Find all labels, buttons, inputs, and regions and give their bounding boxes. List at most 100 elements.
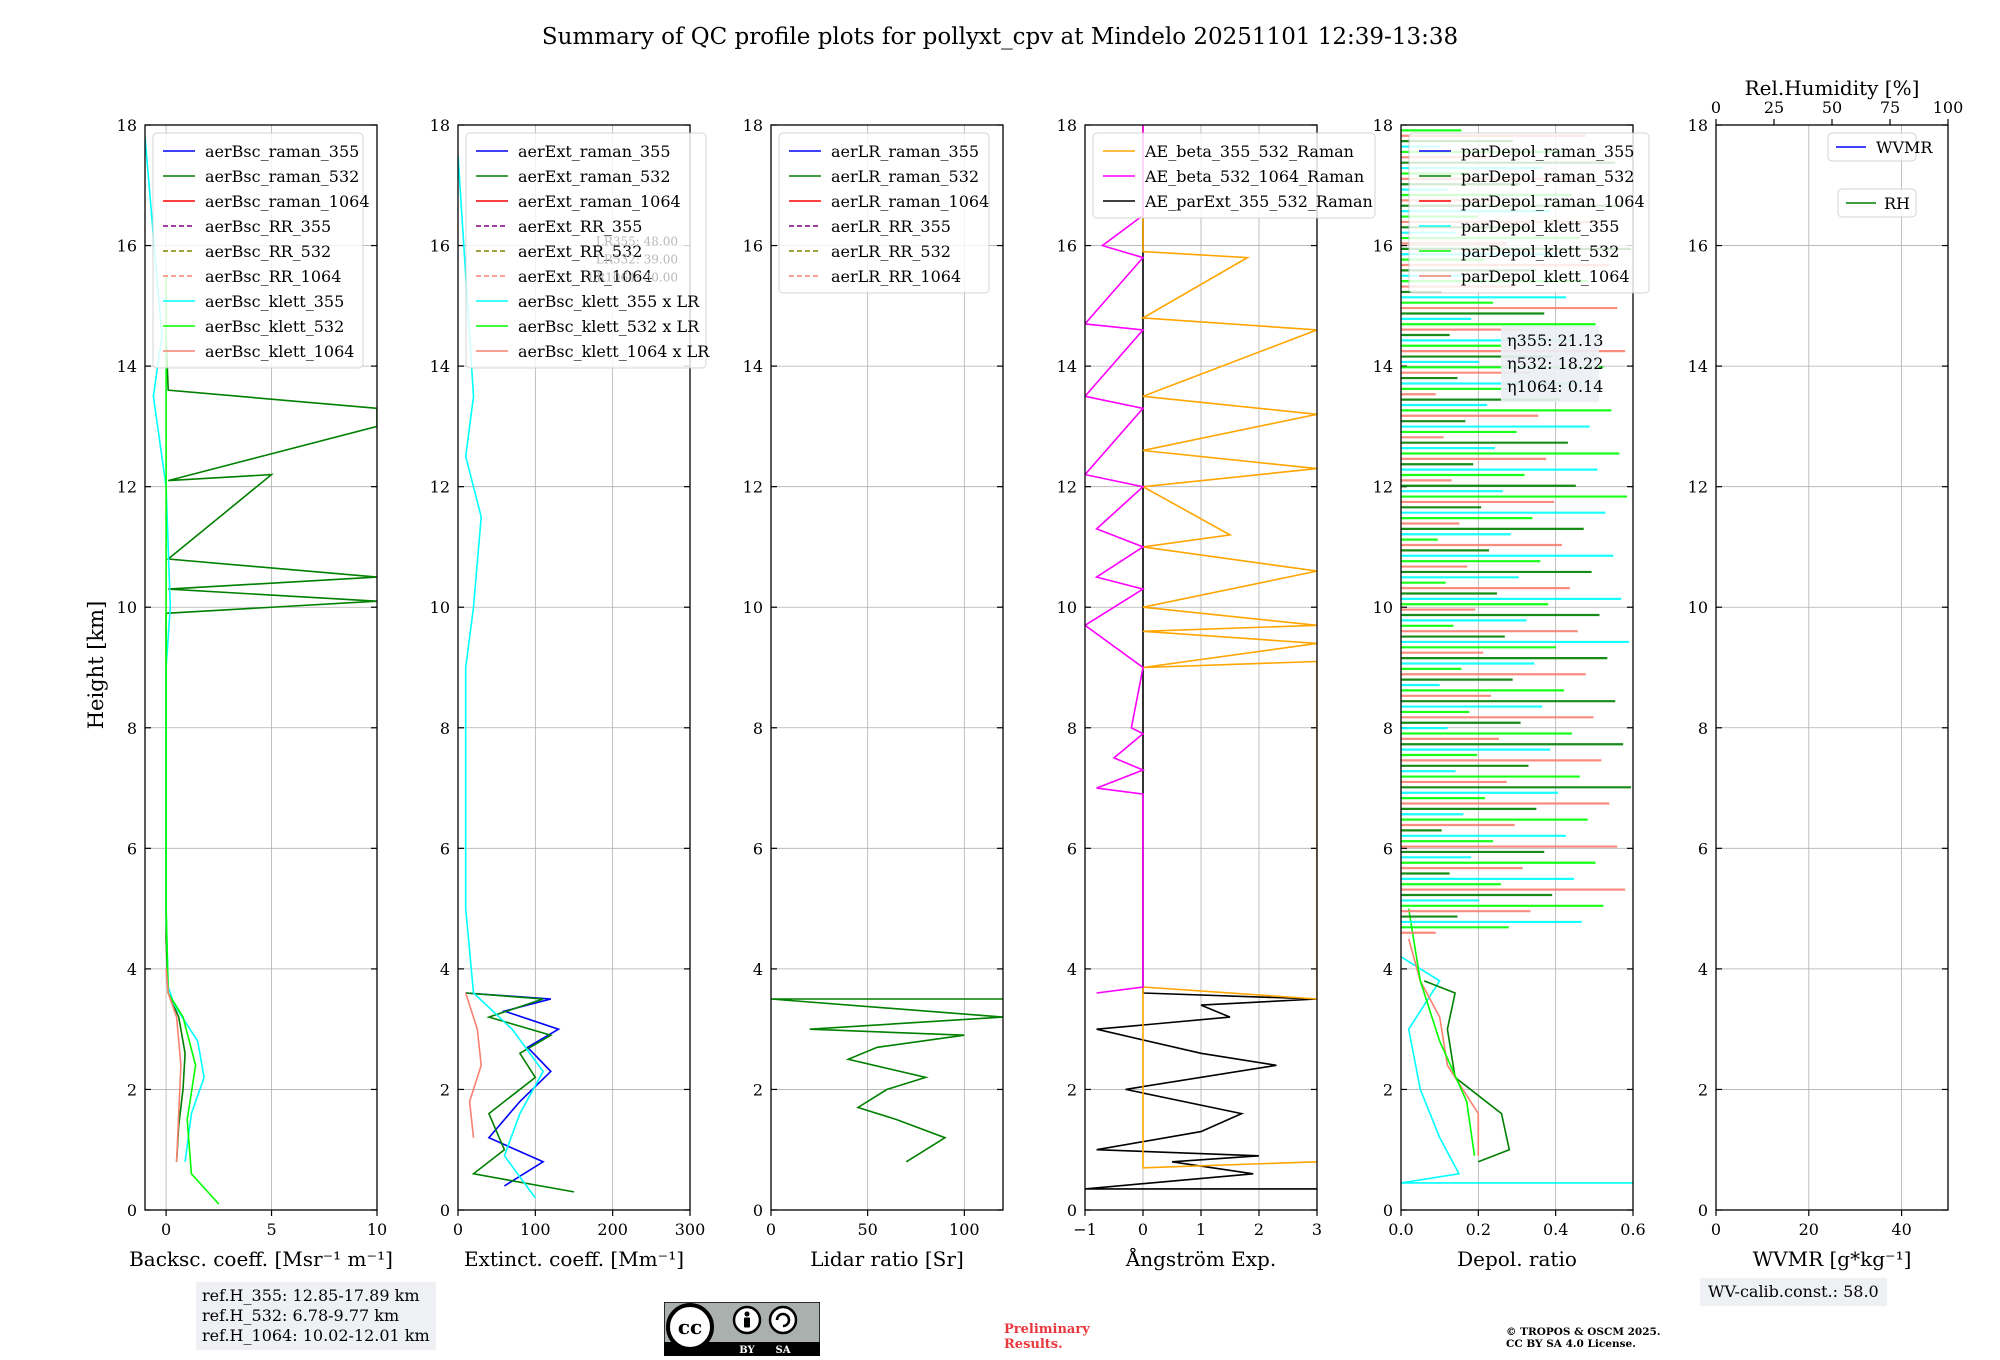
sa-share-arrow xyxy=(775,1312,791,1328)
series-line-aerBsc_raman_532 xyxy=(165,335,377,1162)
legend-entry: aerLR_raman_1064 xyxy=(831,192,989,211)
x-tick-label: 20 xyxy=(1799,1220,1819,1239)
series-line-aerBsc_klett_355 x LR xyxy=(458,155,545,1199)
y-tick-label: 4 xyxy=(753,960,763,979)
top-axis-label: Rel.Humidity [%] xyxy=(1745,76,1920,100)
x-tick-label: 5 xyxy=(266,1220,276,1239)
top-x-tick-label: 50 xyxy=(1822,98,1842,117)
y-tick-label: 8 xyxy=(753,719,763,738)
x-axis-label: WVMR [g*kg⁻¹] xyxy=(1753,1247,1912,1271)
y-tick-label: 16 xyxy=(430,237,450,256)
axes-frame xyxy=(457,124,691,1211)
x-axis-label: Depol. ratio xyxy=(1457,1247,1577,1271)
series-line-aerBsc_klett_1064 xyxy=(165,968,182,1162)
y-tick-label: 6 xyxy=(753,839,763,858)
series-line-aerBsc_klett_1064 x LR xyxy=(464,992,483,1138)
cc-icon xyxy=(666,1303,714,1351)
y-tick-label: 12 xyxy=(743,478,763,497)
eta-note: η532: 18.22 xyxy=(1507,354,1603,373)
y-tick-label: 2 xyxy=(1698,1080,1708,1099)
panel-extinction: 0 2 4 6 8 10 12 14 16 18 0 100 200 300 Extinct. coeff.… xyxy=(430,116,711,1271)
legend-entry: aerExt_RR_355 xyxy=(518,217,642,236)
lidar-ratio-note: LR1064: 30.00 xyxy=(588,271,678,285)
axes-frame xyxy=(770,124,1004,1211)
legend-box xyxy=(465,132,707,369)
by-person-body xyxy=(744,1317,750,1328)
y-tick-label: 18 xyxy=(117,116,137,135)
y-tick-label: 4 xyxy=(440,960,450,979)
y-tick-label: 16 xyxy=(743,237,763,256)
copyright-line-1: © TROPOS & OSCM 2025. xyxy=(1506,1326,1661,1338)
legend-entry: aerBsc_RR_355 xyxy=(205,217,331,236)
legend-box xyxy=(1408,132,1650,294)
legend-entry: aerBsc_klett_1064 xyxy=(205,342,354,361)
axes-frame xyxy=(144,124,378,1211)
axes-frame xyxy=(1400,124,1634,1211)
y-tick-label: 12 xyxy=(1373,478,1393,497)
y-tick-label: 16 xyxy=(1373,237,1393,256)
x-tick-label: 1 xyxy=(1196,1220,1206,1239)
y-tick-label: 18 xyxy=(1057,116,1077,135)
axes-frame xyxy=(1084,124,1318,1211)
legend-entry: AE_parExt_355_532_Raman xyxy=(1144,192,1373,211)
y-tick-label: 0 xyxy=(753,1201,763,1220)
eta-note: η355: 21.13 xyxy=(1507,331,1603,350)
preliminary-line-2: Results. xyxy=(1004,1337,1063,1352)
x-tick-label: 40 xyxy=(1891,1220,1911,1239)
y-tick-label: 18 xyxy=(1373,116,1393,135)
legend-entry: aerBsc_klett_1064 x LR xyxy=(518,342,710,361)
legend: aerExt_raman_355 aerExt_raman_532 aerExt_r… xyxy=(465,132,710,369)
legend: aerBsc_raman_355 aerBsc_raman_532 aerBsc_r… xyxy=(152,132,370,369)
by-person-head xyxy=(744,1311,750,1317)
y-tick-label: 6 xyxy=(1698,839,1708,858)
y-tick-label: 14 xyxy=(430,357,450,376)
y-axis-label: Height [km] xyxy=(84,601,108,730)
top-x-tick-label: 75 xyxy=(1880,98,1900,117)
sa-share-icon xyxy=(768,1305,798,1335)
x-tick-label: 0.0 xyxy=(1388,1220,1413,1239)
x-tick-label: 3 xyxy=(1312,1220,1322,1239)
x-tick-label: 0.6 xyxy=(1620,1220,1645,1239)
legend-entry: parDepol_raman_355 xyxy=(1461,142,1634,161)
copyright-line-2: CC BY SA 4.0 License. xyxy=(1506,1338,1636,1350)
x-tick-label: 0 xyxy=(1138,1220,1148,1239)
y-tick-label: 14 xyxy=(1688,357,1708,376)
y-tick-label: 8 xyxy=(1383,719,1393,738)
legend-entry: aerExt_raman_355 xyxy=(518,142,671,161)
y-tick-label: 16 xyxy=(117,237,137,256)
legend-entry: aerBsc_klett_532 xyxy=(205,317,344,336)
y-tick-label: 0 xyxy=(1067,1201,1077,1220)
reference-heights-box: ref.H_355: 12.85-17.89 km ref.H_532: 6.7… xyxy=(196,1282,436,1350)
cc-by-sa-logo: cc BY SA xyxy=(664,1302,820,1356)
legend-entry: aerExt_raman_532 xyxy=(518,167,671,186)
y-tick-label: 8 xyxy=(127,719,137,738)
series-line-AE_beta_355_532_Raman xyxy=(1140,125,1317,1169)
y-tick-label: 2 xyxy=(127,1080,137,1099)
legend-entry: AE_beta_355_532_Raman xyxy=(1144,142,1354,161)
y-tick-label: 2 xyxy=(1067,1080,1077,1099)
legend-entry: aerLR_raman_355 xyxy=(831,142,979,161)
x-tick-label: 300 xyxy=(675,1220,706,1239)
panel-lidar-ratio: 0 2 4 6 8 10 12 14 16 18 0 50 100 Lidar ratio [Sr] aer… xyxy=(743,116,1004,1271)
y-tick-label: 12 xyxy=(1057,478,1077,497)
x-axis-label: Ångström Exp. xyxy=(1125,1246,1276,1271)
x-tick-label: 2 xyxy=(1254,1220,1264,1239)
legend: aerLR_raman_355 aerLR_raman_532 aerLR_rama… xyxy=(778,132,990,294)
x-tick-label: −1 xyxy=(1073,1220,1097,1239)
y-tick-label: 0 xyxy=(440,1201,450,1220)
legend-entry: RH xyxy=(1884,194,1910,213)
legend-entry: parDepol_klett_532 xyxy=(1461,242,1619,261)
legend-entry: aerBsc_klett_355 x LR xyxy=(518,292,700,311)
x-tick-label: 0.4 xyxy=(1543,1220,1568,1239)
wv-calibration-box: WV-calib.const.: 58.0 xyxy=(1700,1278,1887,1306)
panel-depolarization: 0 2 4 6 8 10 12 14 16 18 0.0 0.2 0.4 0.6 Depol. ratio p… xyxy=(1373,116,1650,1271)
preliminary-results-note: Preliminary Results. xyxy=(1004,1322,1090,1352)
legend-box xyxy=(778,132,990,294)
top-x-tick-label: 0 xyxy=(1711,98,1721,117)
series-line-AE_beta_532_1064_Raman xyxy=(1085,125,1146,994)
y-tick-label: 8 xyxy=(440,719,450,738)
y-tick-label: 18 xyxy=(430,116,450,135)
y-tick-label: 4 xyxy=(1698,960,1708,979)
legend-entry: aerBsc_raman_532 xyxy=(205,167,359,186)
